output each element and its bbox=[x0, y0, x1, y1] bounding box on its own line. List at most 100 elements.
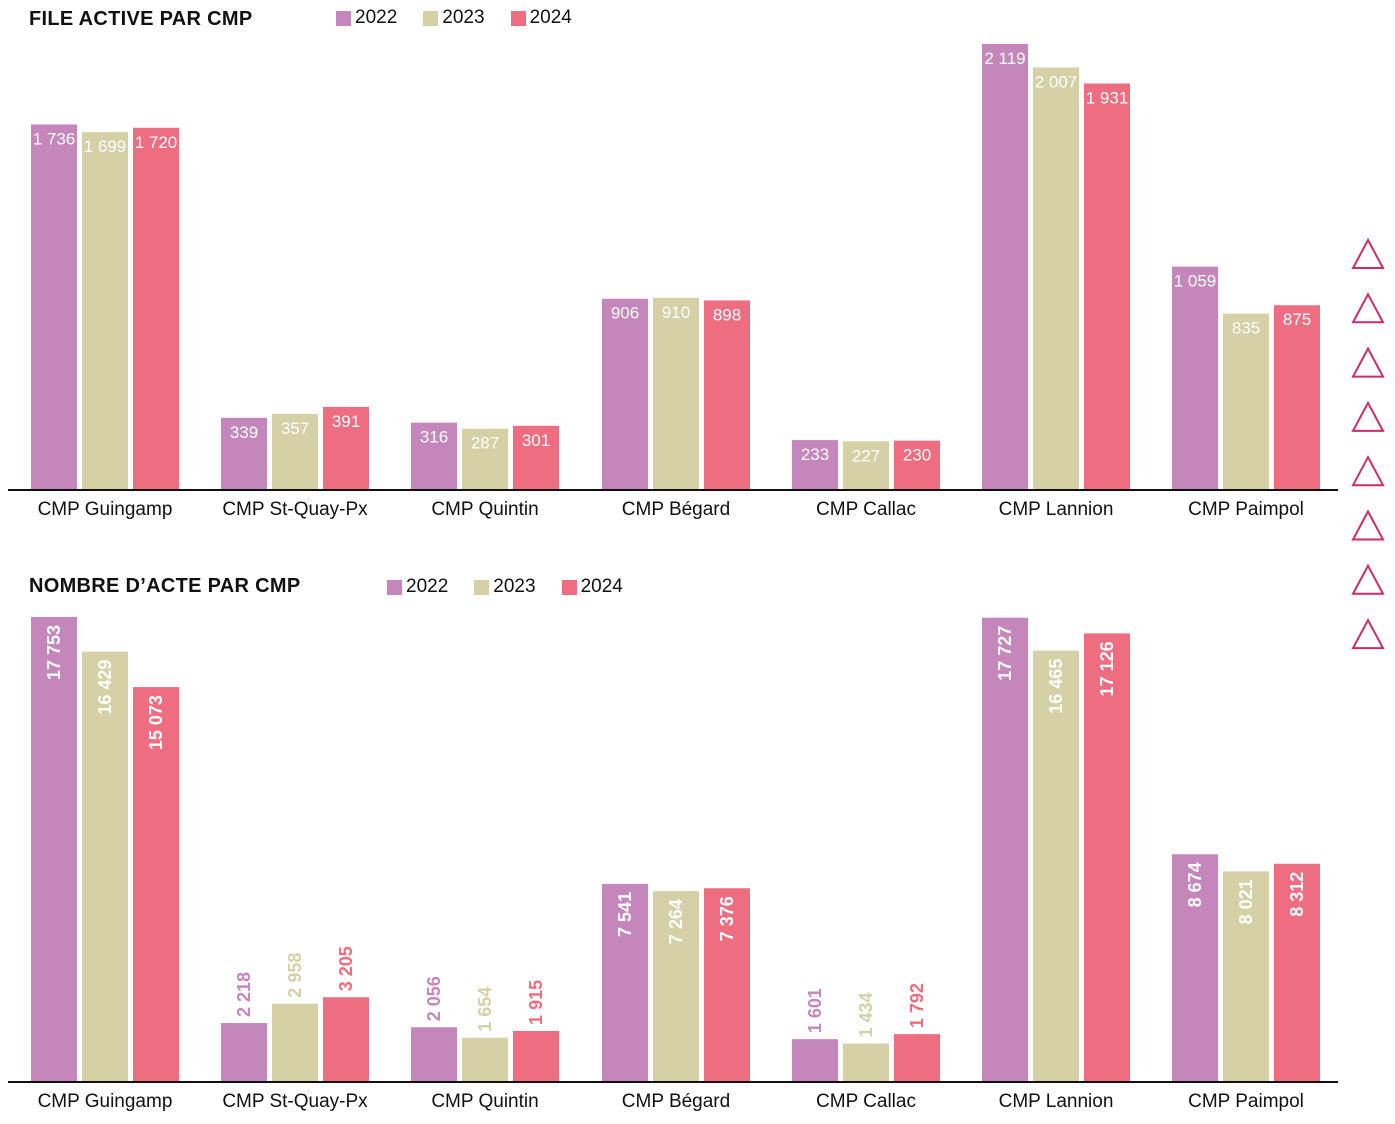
triangle-outline-icon bbox=[1351, 346, 1385, 378]
bar-2023 bbox=[82, 651, 128, 1081]
decorative-triangles bbox=[1351, 237, 1385, 650]
data-label: 1 915 bbox=[526, 980, 546, 1025]
legend-swatch-2022 bbox=[336, 10, 351, 26]
data-label: 233 bbox=[801, 445, 829, 464]
data-label: 227 bbox=[852, 446, 880, 465]
category-label: CMP Lannion bbox=[999, 1091, 1114, 1112]
chart1-legend: 2022 2023 2024 bbox=[336, 7, 572, 29]
bar-2024 bbox=[894, 440, 940, 489]
bar-2023 bbox=[1223, 313, 1269, 489]
bar-2023 bbox=[1033, 650, 1079, 1081]
data-label: 835 bbox=[1232, 319, 1260, 338]
data-label: 8 021 bbox=[1236, 879, 1256, 924]
data-label: 357 bbox=[281, 419, 309, 438]
bar-2023 bbox=[272, 1003, 318, 1081]
data-label: 16 465 bbox=[1046, 659, 1066, 714]
data-label: 1 720 bbox=[135, 133, 178, 152]
bar-2023 bbox=[843, 441, 889, 489]
data-label: 1 059 bbox=[1174, 272, 1217, 291]
legend-label-2023: 2023 bbox=[442, 7, 485, 28]
bar-2022 bbox=[221, 1023, 267, 1081]
data-label: 15 073 bbox=[146, 695, 166, 750]
legend-item-2023: 2023 bbox=[423, 7, 485, 29]
bar-2022 bbox=[221, 417, 267, 489]
bar-2023 bbox=[462, 1037, 508, 1081]
data-label: 17 753 bbox=[44, 625, 64, 680]
legend-label-2022: 2022 bbox=[355, 7, 398, 28]
legend-swatch-2024 bbox=[561, 579, 577, 595]
data-label: 1 699 bbox=[84, 137, 127, 156]
data-label: 8 674 bbox=[1185, 862, 1205, 907]
legend-item-2024: 2024 bbox=[561, 576, 623, 598]
category-label: CMP St-Quay-Px bbox=[222, 499, 368, 520]
data-label: 1 654 bbox=[475, 987, 495, 1032]
bar-2023 bbox=[843, 1043, 889, 1081]
bar-2024 bbox=[133, 687, 179, 1081]
legend-swatch-2023 bbox=[474, 579, 490, 595]
bar-2022 bbox=[31, 124, 77, 489]
data-label: 287 bbox=[471, 434, 499, 453]
bar-2022 bbox=[411, 1027, 457, 1081]
triangle-outline-icon bbox=[1351, 400, 1385, 432]
triangle-outline-icon bbox=[1351, 563, 1385, 595]
data-label: 2 007 bbox=[1035, 73, 1078, 92]
data-label: 7 541 bbox=[615, 892, 635, 937]
chart2-legend: 2022 2023 2024 bbox=[387, 576, 623, 598]
category-label: CMP Guingamp bbox=[38, 499, 173, 520]
bar-2022 bbox=[982, 44, 1028, 489]
data-label: 3 205 bbox=[336, 946, 356, 991]
data-label: 2 119 bbox=[984, 49, 1025, 68]
category-label: CMP Callac bbox=[816, 499, 916, 520]
category-label: CMP Quintin bbox=[431, 1091, 538, 1112]
triangle-outline-icon bbox=[1351, 292, 1385, 324]
data-label: 1 736 bbox=[33, 129, 76, 148]
category-label: CMP Lannion bbox=[999, 499, 1114, 520]
bar-2024 bbox=[1084, 83, 1130, 489]
data-label: 1 931 bbox=[1086, 88, 1129, 107]
legend-label-2024: 2024 bbox=[529, 7, 572, 28]
legend-item-2023: 2023 bbox=[474, 576, 536, 598]
data-label: 1 601 bbox=[805, 988, 825, 1033]
triangle-outline-icon bbox=[1351, 509, 1385, 541]
data-label: 875 bbox=[1283, 310, 1311, 329]
category-label: CMP Bégard bbox=[622, 499, 730, 520]
data-label: 301 bbox=[522, 431, 550, 450]
legend-label-2022: 2022 bbox=[406, 576, 449, 597]
data-label: 910 bbox=[662, 303, 690, 322]
data-label: 8 312 bbox=[1287, 872, 1307, 917]
data-label: 230 bbox=[903, 446, 931, 465]
data-label: 898 bbox=[713, 305, 741, 324]
category-label: CMP Paimpol bbox=[1188, 499, 1304, 520]
data-label: 17 727 bbox=[995, 626, 1015, 681]
bar-2023 bbox=[653, 891, 699, 1081]
chart1-title: FILE ACTIVE PAR CMP bbox=[29, 8, 253, 30]
data-label: 316 bbox=[420, 428, 448, 447]
bar-2024 bbox=[513, 425, 559, 489]
bar-2022 bbox=[602, 883, 648, 1081]
data-label: 906 bbox=[611, 304, 639, 323]
bar-2024 bbox=[1274, 863, 1320, 1081]
bar-2023 bbox=[462, 428, 508, 489]
legend-item-2024: 2024 bbox=[510, 7, 572, 29]
category-label: CMP Bégard bbox=[622, 1091, 730, 1112]
category-label: CMP Paimpol bbox=[1188, 1091, 1304, 1112]
bar-2022 bbox=[602, 298, 648, 489]
bar-2024 bbox=[513, 1030, 559, 1081]
legend-swatch-2022 bbox=[387, 579, 402, 595]
legend-item-2022: 2022 bbox=[336, 7, 397, 29]
data-label: 391 bbox=[332, 412, 360, 431]
data-label: 1 434 bbox=[856, 992, 876, 1037]
category-label: CMP Quintin bbox=[431, 499, 538, 520]
chart2-title: NOMBRE D’ACTE PAR CMP bbox=[29, 575, 301, 597]
data-label: 2 056 bbox=[424, 976, 444, 1021]
data-label: 2 958 bbox=[285, 953, 305, 998]
bar-2022 bbox=[982, 617, 1028, 1081]
bar-2022 bbox=[411, 422, 457, 489]
bar-2022 bbox=[1172, 854, 1218, 1081]
category-label: CMP Guingamp bbox=[38, 1091, 173, 1112]
legend-swatch-2023 bbox=[423, 10, 439, 26]
bar-2023 bbox=[1033, 67, 1079, 489]
data-label: 339 bbox=[230, 423, 258, 442]
bar-2024 bbox=[1274, 305, 1320, 489]
bar-2022 bbox=[792, 1039, 838, 1081]
